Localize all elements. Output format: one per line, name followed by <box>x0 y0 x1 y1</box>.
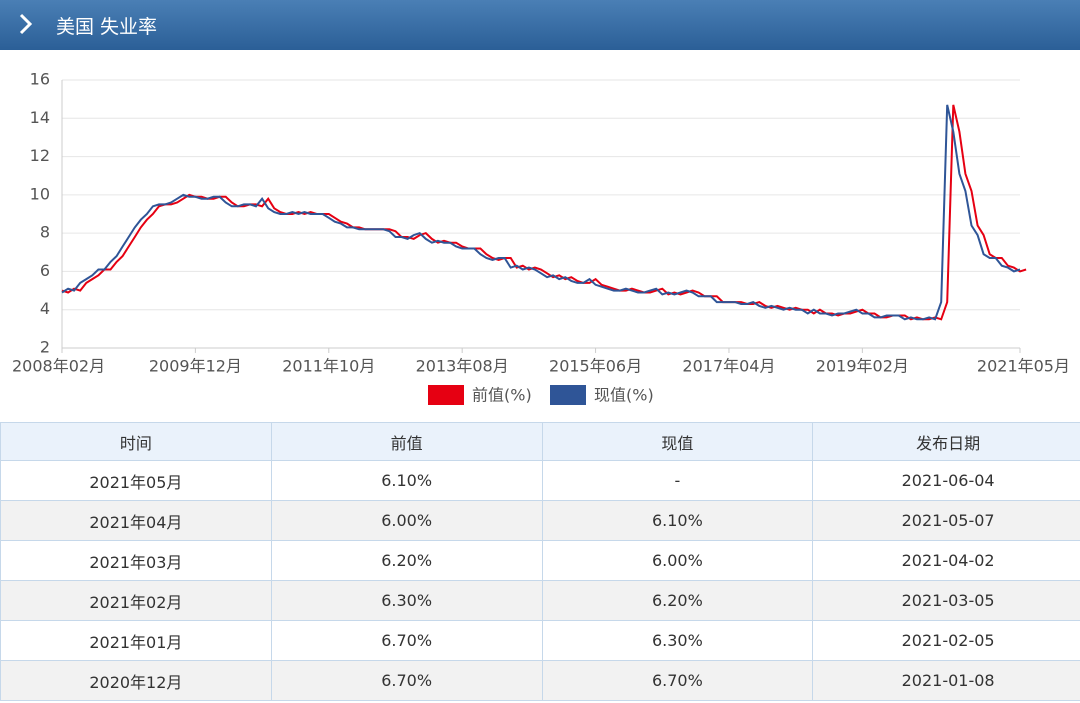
table-cell: 2021-01-08 <box>812 660 1080 701</box>
y-tick-label: 4 <box>40 299 50 318</box>
table-cell: 2021-04-02 <box>812 540 1080 581</box>
x-tick-label: 2013年08月 <box>416 357 509 376</box>
table-cell: 6.20% <box>541 580 814 621</box>
table-cell: 2021-02-05 <box>812 620 1080 661</box>
y-tick-label: 2 <box>40 338 50 357</box>
table-cell: 6.00% <box>541 540 814 581</box>
table-row: 2021年01月 6.70% 6.30% 2021-02-05 <box>0 620 1080 661</box>
table-header: 时间 前值 现值 发布日期 <box>0 422 1080 461</box>
column-header: 发布日期 <box>812 422 1080 461</box>
table-cell: 2021年05月 <box>0 460 272 501</box>
table-cell: 2021-06-04 <box>812 460 1080 501</box>
table-row: 2021年05月 6.10% -2021-06-04 <box>0 460 1080 501</box>
column-header: 前值 <box>270 422 543 461</box>
table-cell: 2021年01月 <box>0 620 272 661</box>
legend-swatch <box>428 385 464 405</box>
header-bar: 美国 失业率 <box>0 0 1080 50</box>
x-tick-label: 2011年10月 <box>282 357 375 376</box>
y-tick-label: 16 <box>30 70 50 89</box>
table-cell: 6.30% <box>270 580 543 621</box>
y-tick-label: 12 <box>30 146 50 165</box>
legend-swatch <box>550 385 586 405</box>
table-cell: 6.30% <box>541 620 814 661</box>
column-header: 现值 <box>541 422 814 461</box>
table-cell: 6.70% <box>270 660 543 701</box>
chart: 2 4 6 8 10 12 14 16 2008年02月 2009年12月 2011年10月 2013… <box>12 70 1070 405</box>
table-row: 2021年03月 6.20% 6.00% 2021-04-02 <box>0 540 1080 581</box>
x-tick-label: 2017年04月 <box>682 357 775 376</box>
y-tick-label: 6 <box>40 261 50 280</box>
table-cell: 2021年03月 <box>0 540 272 581</box>
y-tick-label: 8 <box>40 223 50 242</box>
series-line <box>61 104 1021 321</box>
legend-label: 现值(%) <box>594 386 654 405</box>
table-cell: 6.20% <box>270 540 543 581</box>
table-cell: 6.70% <box>270 620 543 661</box>
column-header: 时间 <box>0 422 272 461</box>
data-table: 时间 前值 现值 发布日期 2021年05月 6.10% -2021-06-04 2021年0… <box>0 422 1080 701</box>
x-tick-label: 2021年05月 <box>977 357 1070 376</box>
table-cell: 2021年02月 <box>0 580 272 621</box>
y-tick-label: 10 <box>30 184 50 203</box>
series-line <box>61 104 1027 321</box>
x-tick-label: 2009年12月 <box>149 357 242 376</box>
table-cell: 6.10% <box>541 500 814 541</box>
table-row: 2020年12月 6.70% 6.70% 2021-01-08 <box>0 660 1080 701</box>
table-cell: 6.00% <box>270 500 543 541</box>
x-tick-label: 2019年02月 <box>816 357 909 376</box>
header-title: 美国 失业率 <box>56 16 158 38</box>
table-cell: 2020年12月 <box>0 660 272 701</box>
chevron-icon <box>19 13 33 35</box>
table-row: 2021年02月 6.30% 6.20% 2021-03-05 <box>0 580 1080 621</box>
table-cell: 2021-05-07 <box>812 500 1080 541</box>
x-tick-label: 2008年02月 <box>12 357 105 376</box>
table-cell: - <box>541 460 814 501</box>
legend-label: 前值(%) <box>472 386 532 405</box>
table-cell: 2021年04月 <box>0 500 272 541</box>
table-row: 2021年04月 6.00% 6.10% 2021-05-07 <box>0 500 1080 541</box>
table-cell: 2021-03-05 <box>812 580 1080 621</box>
table-cell: 6.10% <box>270 460 543 501</box>
x-tick-label: 2015年06月 <box>549 357 642 376</box>
y-tick-label: 14 <box>30 108 50 127</box>
table-cell: 6.70% <box>541 660 814 701</box>
